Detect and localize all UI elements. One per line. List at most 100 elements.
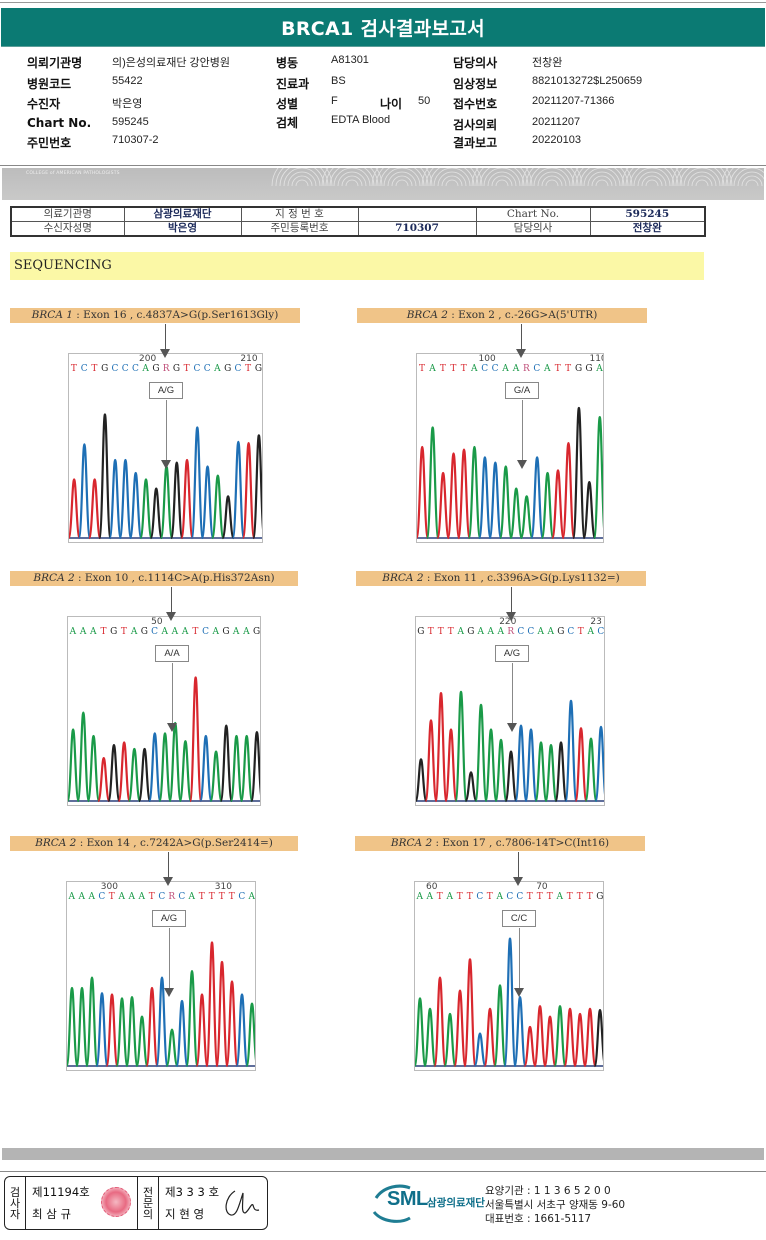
base-call: A: [416, 892, 424, 902]
wave-arc: [587, 171, 617, 187]
label-char: 문: [142, 1196, 154, 1210]
base-call: T: [100, 627, 107, 637]
sml-logo: SML 삼광의료재단: [366, 1182, 486, 1223]
info-label: 성별: [276, 97, 299, 111]
wave-arc: [637, 171, 667, 187]
pointer-line: [172, 663, 173, 723]
trace-peak: [592, 415, 603, 540]
base-call: C: [516, 892, 524, 902]
trace-peak: [498, 465, 513, 540]
base-call: T: [586, 892, 594, 902]
wave-arc: [383, 168, 421, 187]
pointer-line: [166, 400, 167, 460]
arrow-down-icon: [161, 460, 171, 469]
trace-peak: [195, 993, 209, 1068]
trace-peak: [513, 995, 527, 1068]
trace-peak: [434, 691, 448, 803]
base-call: T: [419, 364, 426, 374]
base-call: A: [214, 364, 222, 374]
trace-plot: [69, 413, 262, 540]
trace-peak: [219, 724, 233, 803]
base-call: T: [554, 364, 562, 374]
wave-arc: [329, 168, 375, 187]
trace-peak: [514, 724, 528, 803]
trace-peak: [250, 730, 260, 803]
cap-banner: COLLEGE of AMERICAN PATHOLOGISTS: [2, 168, 764, 200]
variant-label: BRCA 1 : Exon 16 , c.4837A>G(p.Ser1613Gl…: [10, 308, 300, 323]
info-value: 710307-2: [112, 134, 159, 146]
trace-peak: [118, 458, 133, 540]
trace-peak: [115, 997, 129, 1068]
position-tick-label: 310: [214, 882, 232, 892]
label-char: 검: [9, 1185, 21, 1199]
base-call: T: [218, 892, 226, 902]
wave-arc: [695, 179, 709, 187]
trace-peak: [148, 732, 162, 803]
base-call: C: [238, 892, 246, 902]
info-label: 검체: [276, 116, 299, 130]
address-line: 요양기관 : 1 1 3 6 5 2 0 0: [485, 1185, 611, 1197]
trace-plot: [67, 941, 255, 1068]
address-line: 서울특별시 서초구 양재동 9-60: [485, 1199, 626, 1211]
trace-peak: [137, 747, 152, 803]
wave-arc: [745, 179, 759, 187]
base-call: T: [198, 892, 206, 902]
trace-peak: [190, 426, 205, 540]
base-call: A: [128, 892, 136, 902]
base-call: C: [491, 364, 499, 374]
trace-peak: [464, 771, 478, 803]
wave-arc: [641, 175, 663, 187]
base-call: C: [193, 364, 201, 374]
label-char: 의: [142, 1207, 154, 1221]
wave-arc: [629, 168, 675, 187]
logo-text: SML: [387, 1188, 428, 1210]
info-value: F: [331, 95, 338, 107]
base-call: C: [517, 627, 525, 637]
info-label: 수진자: [27, 97, 61, 111]
base-call: A: [68, 892, 76, 902]
specialist-name: 지 현 영: [165, 1207, 205, 1221]
trace-peak: [493, 984, 507, 1068]
base-call: A: [487, 627, 495, 637]
trace-peak: [524, 728, 538, 803]
info-label: 접수번호: [453, 97, 498, 111]
base-call: T: [208, 892, 216, 902]
specialist-cell: 제3 3 3 호 지 현 영: [159, 1177, 267, 1229]
variant-description: : Exon 17 , c.7806-14T>C(Int16): [432, 837, 610, 849]
info-value: 20211207-71366: [532, 95, 615, 107]
base-call: T: [460, 364, 468, 374]
label-char: 사: [9, 1196, 21, 1210]
trace-peak: [416, 758, 428, 803]
trace-peak: [483, 1007, 497, 1068]
wave-arc: [483, 168, 521, 187]
base-call: G: [596, 892, 604, 902]
trace-peak: [69, 478, 81, 540]
info-value: 의)은성의료재단 강안병원: [112, 57, 231, 69]
trace-plot: [417, 406, 603, 540]
arrow-down-icon: [517, 460, 527, 469]
info-value: EDTA Blood: [331, 114, 391, 126]
wave-arc: [721, 168, 729, 187]
base-call: T: [456, 892, 464, 902]
wave-arc: [691, 175, 713, 187]
base-call: C: [527, 627, 535, 637]
base-call: A: [188, 892, 196, 902]
wave-arc: [375, 168, 429, 187]
wave-arc: [337, 171, 367, 187]
trace-peak: [561, 441, 576, 540]
base-call: A: [502, 364, 510, 374]
base-call: C: [506, 892, 514, 902]
base-call: G: [585, 364, 594, 374]
wave-arc: [575, 168, 629, 187]
base-call: C: [131, 364, 140, 374]
info-label: 병동: [276, 56, 299, 70]
wave-arc: [679, 168, 725, 187]
position-tick-label: 200: [139, 354, 157, 364]
wave-arc: [345, 179, 359, 187]
base-call: T: [447, 627, 455, 637]
base-call: A: [537, 627, 545, 637]
trace-peak: [454, 690, 468, 803]
trace-peak: [139, 478, 153, 540]
wave-arc: [283, 168, 321, 187]
